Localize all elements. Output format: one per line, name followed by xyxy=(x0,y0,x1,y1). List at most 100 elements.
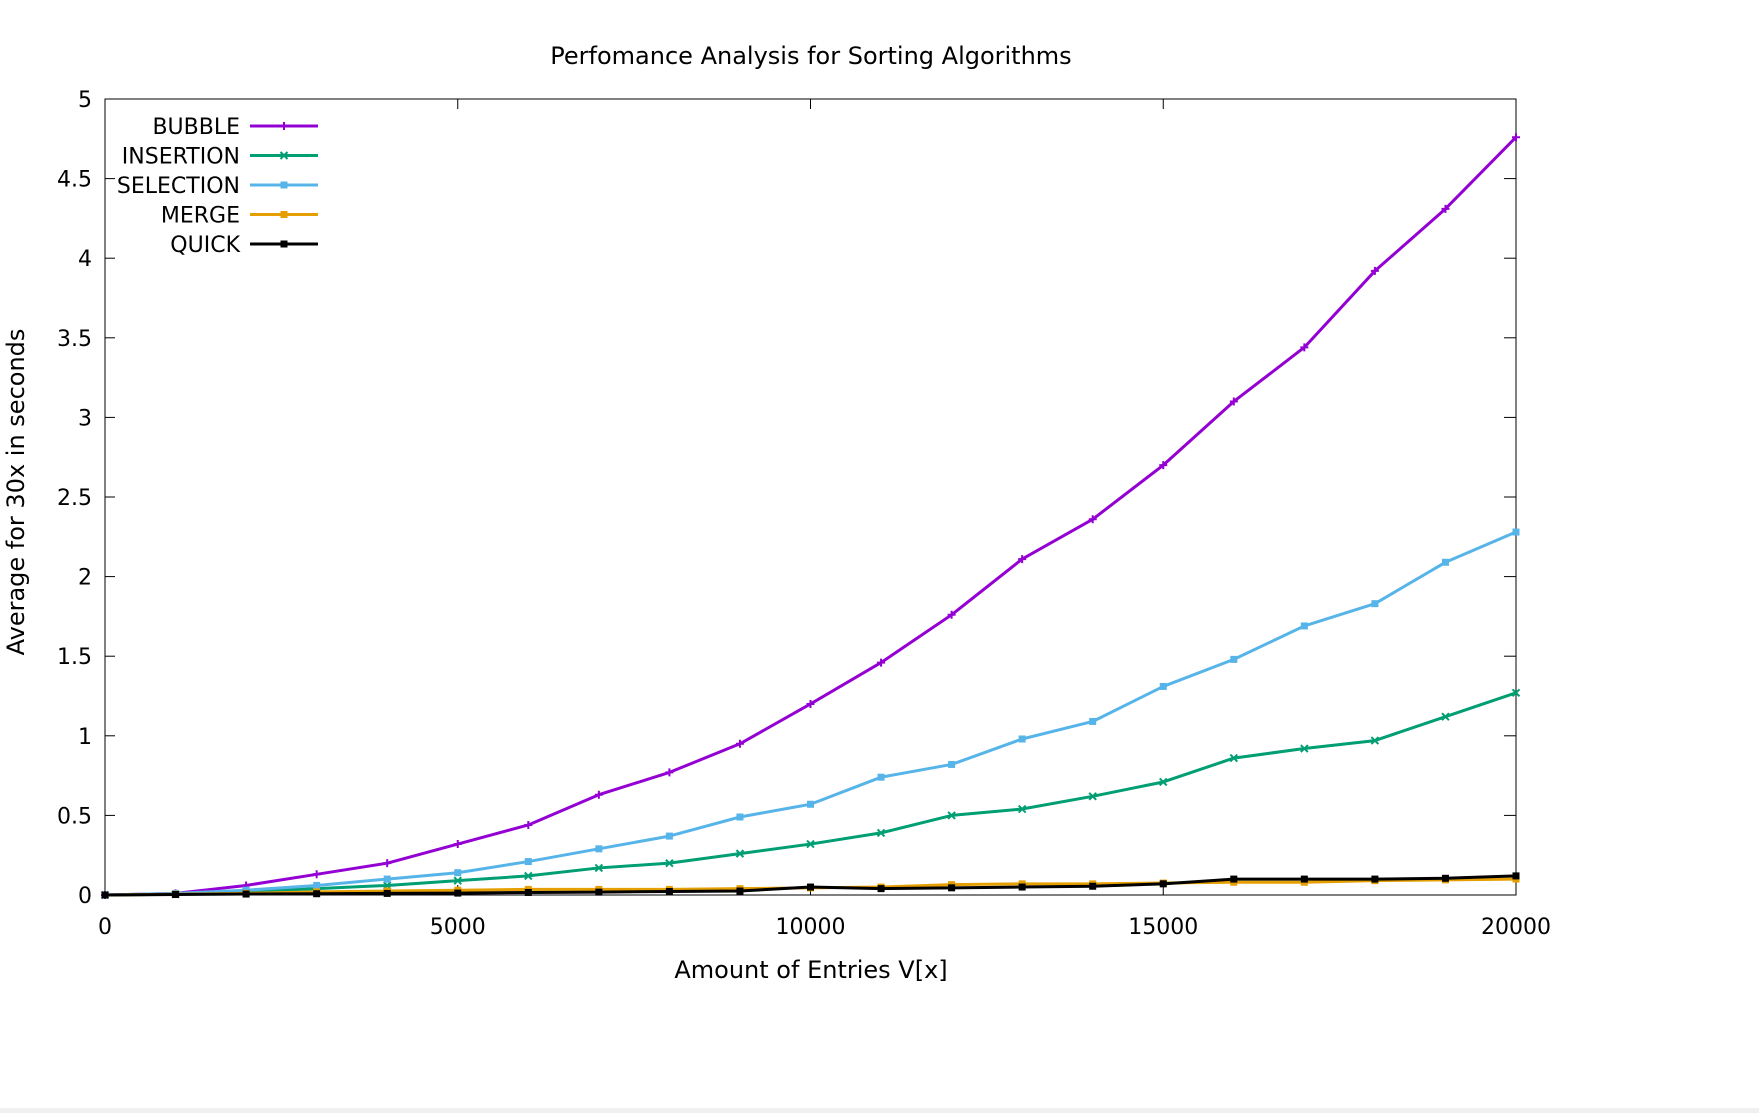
data-point-quick xyxy=(665,887,673,895)
data-point-insertion xyxy=(1017,804,1027,814)
data-point-selection xyxy=(383,875,391,883)
data-point-bubble xyxy=(524,820,533,829)
bottom-strip xyxy=(0,1108,1759,1113)
x-tick-label: 20000 xyxy=(1481,915,1551,940)
data-point-bubble xyxy=(735,739,744,748)
x-tick-label: 0 xyxy=(98,915,112,940)
y-tick-label: 5 xyxy=(78,88,92,113)
data-point-insertion xyxy=(1159,777,1168,787)
data-point-quick xyxy=(313,890,321,898)
data-point-insertion xyxy=(665,858,674,868)
plot-border xyxy=(104,98,1517,896)
data-point-selection xyxy=(1300,622,1308,630)
y-tick-label: 4.5 xyxy=(57,168,92,193)
data-point-selection xyxy=(1512,528,1520,536)
data-point-bubble xyxy=(665,768,674,777)
y-tick-label: 4 xyxy=(78,247,92,272)
series-quick xyxy=(101,872,1520,899)
data-point-bubble xyxy=(1088,515,1097,524)
data-point-insertion xyxy=(1229,753,1239,763)
data-point-insertion xyxy=(806,839,815,849)
legend-marker-quick xyxy=(280,240,288,248)
data-point-insertion xyxy=(1088,792,1097,801)
data-point-quick xyxy=(242,890,250,898)
data-point-insertion xyxy=(1441,712,1450,721)
data-point-insertion xyxy=(947,811,956,820)
y-axis-label: Average for 30x in seconds xyxy=(2,329,30,656)
data-point-selection xyxy=(524,858,532,866)
x-tick-label: 5000 xyxy=(430,915,486,940)
data-point-quick xyxy=(736,887,744,895)
y-tick-label: 2.5 xyxy=(57,486,92,511)
series-layer xyxy=(100,133,1521,900)
data-point-bubble xyxy=(312,870,321,879)
legend: BUBBLE INSERTION SELECTION MERGE QUICK xyxy=(117,115,318,258)
data-point-selection xyxy=(665,832,673,840)
y-tick-label: 3 xyxy=(78,406,92,431)
data-point-bubble xyxy=(1370,266,1379,275)
data-point-quick xyxy=(877,885,885,893)
data-point-bubble xyxy=(453,840,462,849)
data-point-selection xyxy=(1159,682,1167,690)
y-tick-label: 0.5 xyxy=(57,804,92,829)
y-tick-label: 1.5 xyxy=(57,645,92,670)
data-point-selection xyxy=(736,813,744,821)
data-point-selection xyxy=(595,845,603,853)
data-point-bubble xyxy=(1018,555,1027,564)
data-point-quick xyxy=(454,889,462,897)
data-point-selection xyxy=(1018,735,1026,743)
data-point-insertion xyxy=(524,871,533,881)
data-point-bubble xyxy=(383,859,392,868)
data-point-selection xyxy=(807,800,814,808)
data-point-insertion xyxy=(735,849,745,858)
data-point-insertion xyxy=(1370,736,1380,745)
legend-label-merge: MERGE xyxy=(161,204,240,229)
data-point-bubble xyxy=(1512,133,1520,142)
data-point-insertion xyxy=(1511,688,1521,698)
y-tick-label: 1 xyxy=(78,725,92,750)
data-point-quick xyxy=(1300,875,1308,883)
data-point-quick xyxy=(807,883,814,891)
series-line-insertion xyxy=(104,691,1517,897)
data-point-quick xyxy=(1018,883,1026,891)
data-point-selection xyxy=(454,869,462,877)
data-point-quick xyxy=(1512,872,1520,880)
legend-label-selection: SELECTION xyxy=(117,174,240,199)
data-point-bubble xyxy=(1300,343,1309,352)
series-line-selection xyxy=(104,530,1517,897)
data-point-quick xyxy=(948,884,956,892)
data-point-quick xyxy=(383,889,391,897)
x-tick-label: 10000 xyxy=(776,915,846,940)
data-point-quick xyxy=(1159,880,1167,888)
series-bubble xyxy=(101,133,1520,899)
data-point-quick xyxy=(1230,875,1238,883)
data-point-quick xyxy=(524,888,532,896)
data-point-selection xyxy=(1371,600,1379,608)
data-point-quick xyxy=(1371,875,1379,883)
data-point-selection xyxy=(1441,558,1449,566)
data-point-bubble xyxy=(594,790,603,799)
data-point-selection xyxy=(877,773,885,781)
data-point-bubble xyxy=(877,658,886,667)
legend-marker-selection xyxy=(280,181,288,189)
series-insertion xyxy=(100,688,1521,900)
plot-frame xyxy=(104,98,1517,896)
data-point-quick xyxy=(172,891,180,899)
y-tick-label: 2 xyxy=(78,566,92,591)
legend-marker-merge xyxy=(280,211,288,218)
data-point-insertion xyxy=(1300,744,1309,753)
legend-label-quick: QUICK xyxy=(170,233,240,258)
data-point-insertion xyxy=(453,876,462,885)
legend-label-insertion: INSERTION xyxy=(122,145,240,170)
data-point-quick xyxy=(101,891,109,899)
x-tick-label: 15000 xyxy=(1128,915,1198,940)
legend-marker-insertion xyxy=(279,151,289,160)
x-axis-label: Amount of Entries V[x] xyxy=(674,956,947,984)
data-point-selection xyxy=(948,760,956,768)
data-point-selection xyxy=(1089,717,1097,725)
data-point-bubble xyxy=(1159,461,1168,470)
data-point-quick xyxy=(1441,874,1449,882)
data-point-bubble xyxy=(947,610,956,619)
data-point-insertion xyxy=(594,863,604,873)
